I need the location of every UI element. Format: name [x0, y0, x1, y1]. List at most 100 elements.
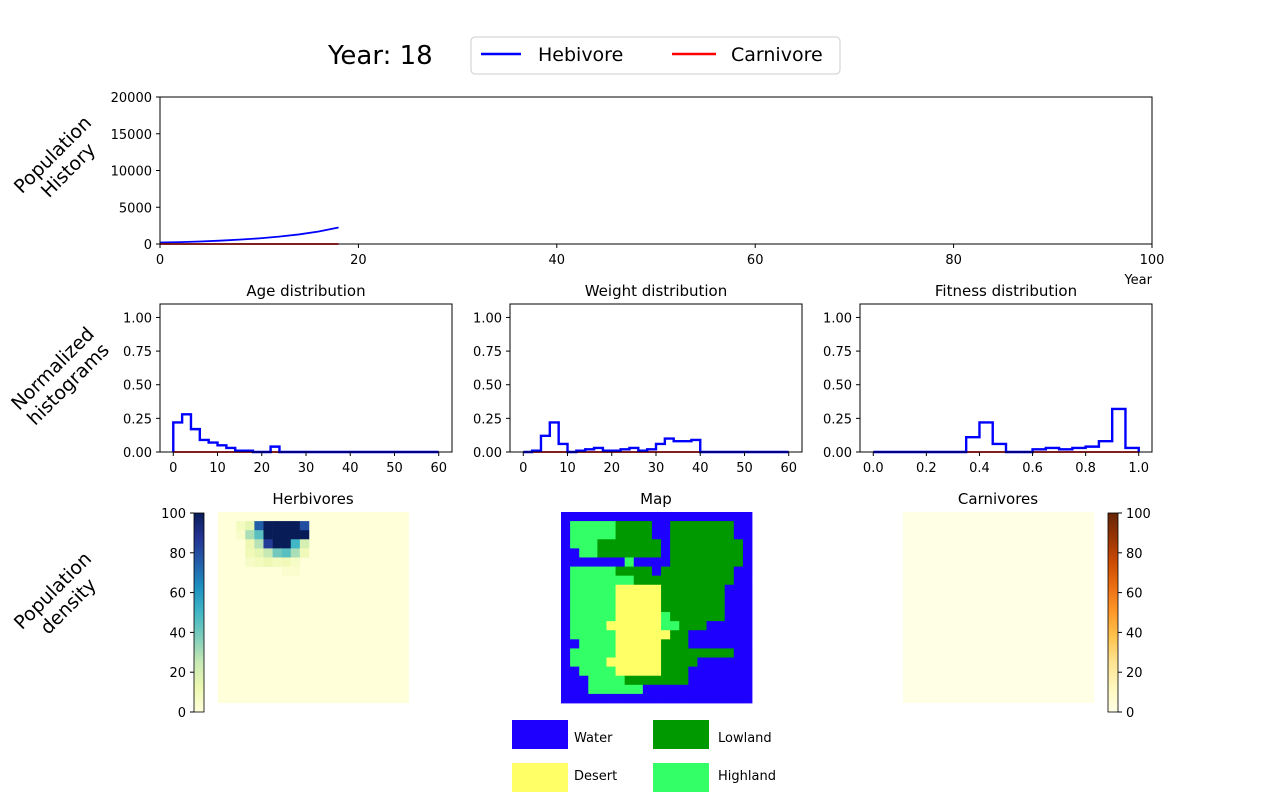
map-cell-water: [733, 648, 744, 658]
map-cell-water: [561, 666, 571, 677]
map-cell-desert: [633, 584, 644, 595]
map-cell-highland: [588, 657, 598, 668]
age-histogram-title: Age distribution: [246, 282, 365, 300]
map-cell-lowland: [670, 602, 680, 613]
map-cell-water: [561, 630, 571, 640]
map-cell-highland: [579, 593, 589, 604]
heatmap-cell: [254, 521, 264, 531]
map-cell-highland: [606, 575, 616, 586]
map-cell-lowland: [688, 530, 698, 540]
map-cell-lowland: [706, 521, 717, 531]
map-cell-highland: [597, 657, 607, 668]
map-cell-lowland: [661, 602, 671, 613]
map-cell-desert: [615, 666, 626, 677]
map-cell-lowland: [615, 566, 626, 577]
map-cell-desert: [651, 630, 662, 640]
map-cell-lowland: [670, 593, 680, 604]
map-cell-desert: [624, 648, 635, 658]
population-history-xlabel: Year: [1123, 273, 1152, 288]
map-cell-highland: [588, 666, 598, 677]
map-cell-highland: [588, 630, 598, 640]
map-cell-water: [561, 612, 571, 622]
map-cell-water: [633, 512, 644, 522]
year-label: Year: 18: [327, 41, 433, 71]
map-cell-desert: [615, 648, 626, 658]
map-cell-water: [661, 684, 671, 695]
map-cell-highland: [615, 575, 626, 586]
map-cell-water: [688, 693, 698, 704]
map-cell-water: [579, 675, 589, 686]
map-cell-lowland: [633, 548, 644, 558]
map-cell-lowland: [661, 648, 671, 658]
map-cell-water: [561, 539, 571, 549]
heatmap-cell: [272, 521, 282, 531]
histogram-frame: [859, 303, 1153, 453]
map-cell-water: [733, 666, 744, 677]
map-cell-lowland: [688, 648, 698, 658]
map-cell-lowland: [724, 557, 735, 567]
map-cell-lowland: [651, 675, 662, 686]
heatmap-background: [903, 512, 1094, 703]
map-cell-lowland: [670, 575, 680, 586]
map-cell-highland: [579, 584, 589, 595]
map-cell-highland: [606, 684, 616, 695]
colorbar-tick-label: 20: [1126, 666, 1143, 681]
x-tick-label: 60: [780, 461, 797, 476]
map-cell-water: [615, 512, 626, 522]
map-cell-water: [579, 512, 589, 522]
map-cell-water: [742, 593, 753, 604]
map-cell-lowland: [615, 521, 626, 531]
map-cell-lowland: [715, 584, 726, 595]
map-cell-water: [742, 539, 753, 549]
map-cell-water: [715, 693, 726, 704]
map-cell-water: [561, 639, 571, 649]
map-cell-desert: [651, 639, 662, 649]
map-cell-highland: [597, 575, 607, 586]
map-cell-highland: [579, 621, 589, 631]
y-tick-label: 20000: [111, 91, 152, 106]
map-cell-lowland: [670, 548, 680, 558]
x-tick-label: 1.0: [1128, 461, 1149, 476]
map-cell-lowland: [697, 539, 707, 549]
map-cell-water: [724, 639, 735, 649]
map-cell-desert: [633, 666, 644, 677]
map-cell-water: [724, 602, 735, 613]
map-cell-water: [570, 684, 580, 695]
map-cell-highland: [579, 612, 589, 622]
map-cell-lowland: [670, 675, 680, 686]
heatmap-cell: [263, 548, 273, 558]
x-tick-label: 0: [519, 461, 527, 476]
heatmap-cell: [272, 539, 282, 549]
map-cell-desert: [651, 648, 662, 658]
map-cell-water: [688, 512, 698, 522]
map-cell-water: [724, 684, 735, 695]
map-cell-highland: [597, 684, 607, 695]
map-cell-lowland: [679, 557, 689, 567]
heatmap-cell: [299, 530, 310, 540]
map-cell-desert: [606, 657, 616, 668]
map-cell-desert: [615, 639, 626, 649]
map-cell-highland: [615, 684, 626, 695]
colorbar-tick-label: 80: [1126, 547, 1143, 562]
map-cell-water: [742, 639, 753, 649]
heatmap-cell: [290, 566, 301, 576]
map-cell-water: [742, 684, 753, 695]
map-cell-lowland: [688, 566, 698, 577]
map-cell-lowland: [715, 566, 726, 577]
map-cell-highland: [588, 521, 598, 531]
x-tick-label: 40: [692, 461, 709, 476]
map-title: Map: [640, 490, 672, 508]
map-cell-water: [706, 639, 717, 649]
map-cell-water: [570, 512, 580, 522]
map-cell-water: [706, 657, 717, 668]
heatmap-cell: [281, 548, 292, 558]
x-tick-label: 10: [559, 461, 576, 476]
map-cell-water: [661, 512, 671, 522]
map-cell-water: [588, 693, 598, 704]
map-cell-lowland: [715, 593, 726, 604]
y-tick-label: 0.00: [473, 446, 502, 461]
map-cell-lowland: [642, 530, 653, 540]
map-cell-lowland: [633, 521, 644, 531]
y-tick-label: 0: [144, 238, 152, 253]
